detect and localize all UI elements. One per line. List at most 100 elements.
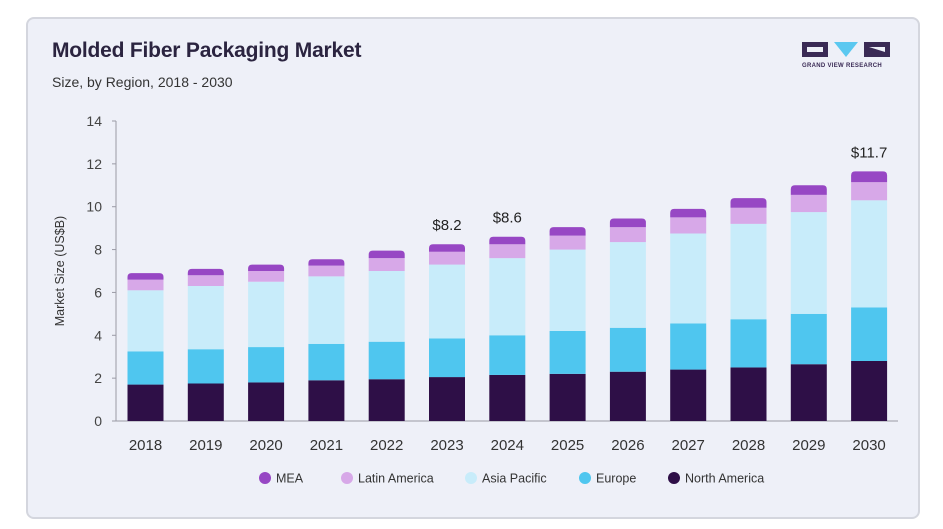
legend-swatch — [259, 472, 271, 484]
bar-segment — [489, 335, 526, 375]
bar-segment — [127, 384, 164, 421]
bar-segment — [368, 271, 405, 342]
bar-segment — [730, 223, 767, 320]
y-tick-label: 4 — [94, 327, 102, 343]
bar-segment — [368, 250, 405, 259]
bar-segment — [730, 207, 767, 224]
bar-segment — [127, 273, 164, 280]
legend-label: MEA — [276, 472, 304, 486]
bar-segment — [730, 367, 767, 421]
bar-segment — [609, 218, 646, 228]
bar-segment — [489, 258, 526, 336]
bar-segment — [670, 208, 707, 218]
x-tick-label: 2021 — [310, 437, 343, 454]
bar-segment — [368, 341, 405, 380]
y-tick-label: 6 — [94, 284, 102, 300]
bar-segment — [609, 327, 646, 372]
y-tick-label: 2 — [94, 370, 102, 386]
bar-segment — [670, 233, 707, 324]
bar-segment — [609, 371, 646, 421]
bar-segment — [851, 307, 888, 361]
logo-mark-icon — [802, 42, 890, 57]
bar-segment — [790, 194, 827, 213]
bar-segment — [489, 244, 526, 259]
legend-swatch — [465, 472, 477, 484]
legend-label: North America — [685, 472, 764, 486]
bar-segment — [248, 271, 285, 282]
data-label: $8.6 — [493, 210, 522, 227]
x-tick-label: 2024 — [491, 437, 524, 454]
bar-segment — [429, 377, 465, 421]
y-axis-label: Market Size (US$B) — [53, 216, 67, 326]
chart-card: Molded Fiber Packaging Market Size, by R… — [26, 17, 920, 519]
x-tick-label: 2019 — [189, 437, 222, 454]
bar-segment — [429, 338, 465, 378]
logo-text: GRAND VIEW RESEARCH — [802, 63, 883, 69]
y-tick-label: 10 — [86, 199, 102, 215]
bar-segment — [489, 374, 526, 421]
bar-segment — [127, 290, 164, 352]
bar-segment — [248, 281, 285, 348]
bar-segment — [790, 185, 827, 195]
bar-segment — [609, 242, 646, 328]
x-tick-label: 2025 — [551, 437, 584, 454]
bar-segment — [730, 198, 767, 208]
bar-segment — [549, 227, 586, 236]
x-tick-label: 2023 — [430, 437, 463, 454]
bar-segment — [670, 217, 707, 234]
bar-segment — [790, 212, 827, 314]
bar-segment — [187, 268, 224, 276]
bar-segment — [489, 236, 526, 245]
bar-segment — [429, 264, 465, 339]
x-tick-label: 2022 — [370, 437, 403, 454]
bar-segment — [851, 171, 888, 183]
legend-swatch — [579, 472, 591, 484]
bar-segment — [248, 264, 285, 271]
x-tick-label: 2029 — [792, 437, 825, 454]
legend-label: Asia Pacific — [482, 472, 547, 486]
bar-segment — [308, 343, 345, 381]
chart-subtitle: Size, by Region, 2018 - 2030 — [52, 74, 233, 90]
x-tick-label: 2028 — [732, 437, 765, 454]
bar-segment — [790, 364, 827, 421]
bar-segment — [187, 275, 224, 286]
data-label: $8.2 — [432, 217, 461, 234]
bar-segment — [187, 383, 224, 421]
x-tick-label: 2027 — [672, 437, 705, 454]
bar-segment — [127, 351, 164, 385]
bar-segment — [429, 244, 465, 252]
bar-segment — [308, 276, 345, 344]
x-tick-label: 2030 — [852, 437, 885, 454]
legend-swatch — [341, 472, 353, 484]
bar-segment — [730, 319, 767, 368]
chart-title: Molded Fiber Packaging Market — [52, 39, 362, 62]
bar-segment — [368, 379, 405, 421]
bar-segment — [549, 331, 586, 374]
bar-segment — [670, 323, 707, 370]
x-tick-label: 2026 — [611, 437, 644, 454]
legend-label: Europe — [596, 472, 636, 486]
bar-segment — [549, 235, 586, 250]
bar-segment — [549, 373, 586, 421]
grand-view-research-logo: GRAND VIEW RESEARCH — [802, 41, 892, 71]
bar-segment — [308, 259, 345, 266]
y-tick-label: 14 — [86, 113, 102, 129]
y-tick-label: 12 — [86, 156, 102, 172]
bar-segment — [851, 182, 888, 201]
legend-swatch — [668, 472, 680, 484]
bar-segment — [851, 200, 888, 308]
bar-segment — [308, 265, 345, 277]
bar-segment — [549, 249, 586, 331]
data-label: $11.7 — [851, 144, 887, 161]
x-tick-label: 2018 — [129, 437, 162, 454]
legend-label: Latin America — [358, 472, 434, 486]
bar-segment — [248, 382, 285, 421]
bar-segment — [187, 349, 224, 384]
bar-segment — [609, 227, 646, 243]
bar-segment — [851, 361, 888, 421]
bar-segment — [127, 279, 164, 291]
y-tick-label: 0 — [94, 413, 102, 429]
bar-segment — [248, 347, 285, 383]
x-tick-label: 2020 — [249, 437, 282, 454]
bar-segment — [790, 313, 827, 365]
